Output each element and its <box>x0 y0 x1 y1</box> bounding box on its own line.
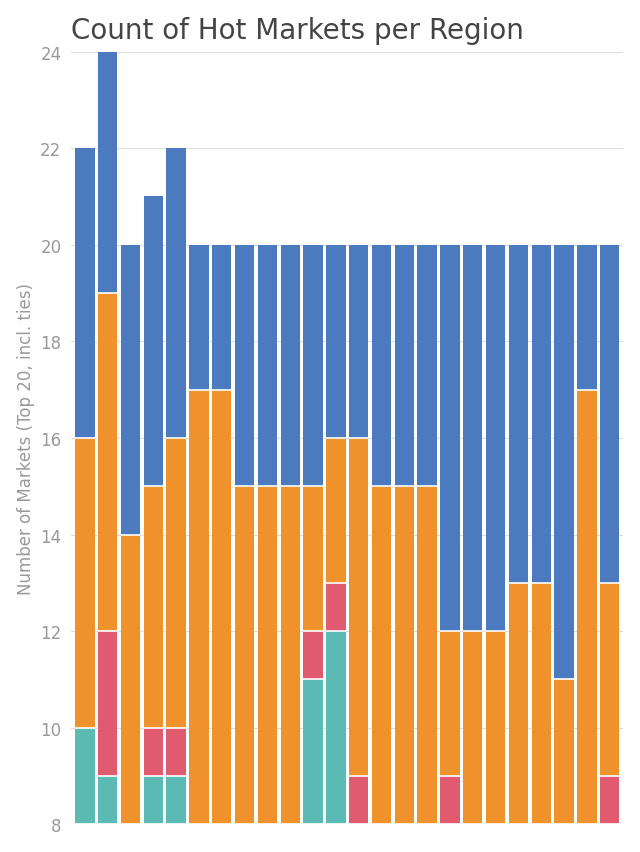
Bar <box>121 245 140 535</box>
Bar <box>212 245 232 390</box>
Bar <box>417 486 437 825</box>
Bar <box>143 486 163 728</box>
Bar <box>463 245 483 631</box>
Bar <box>258 486 277 825</box>
Bar <box>372 486 391 825</box>
Bar <box>440 776 460 825</box>
Bar <box>349 776 369 825</box>
Bar <box>303 631 323 680</box>
Bar <box>509 245 528 583</box>
Bar <box>326 631 346 825</box>
Bar <box>372 245 391 486</box>
Bar <box>554 245 573 680</box>
Bar <box>166 439 186 728</box>
Bar <box>189 245 209 390</box>
Bar <box>98 0 117 294</box>
Bar <box>577 245 596 390</box>
Bar <box>600 583 620 776</box>
Bar <box>486 245 505 631</box>
Bar <box>75 728 95 825</box>
Bar <box>98 631 117 776</box>
Bar <box>577 390 596 825</box>
Text: Count of Hot Markets per Region: Count of Hot Markets per Region <box>71 17 524 44</box>
Bar <box>235 486 254 825</box>
Bar <box>509 583 528 825</box>
Bar <box>143 197 163 486</box>
Bar <box>531 245 551 583</box>
Bar <box>600 776 620 825</box>
Bar <box>326 245 346 439</box>
Bar <box>303 245 323 486</box>
Bar <box>463 631 483 825</box>
Bar <box>440 245 460 631</box>
Bar <box>486 631 505 825</box>
Bar <box>98 294 117 631</box>
Bar <box>395 245 414 486</box>
Bar <box>212 390 232 825</box>
Bar <box>531 583 551 825</box>
Bar <box>121 535 140 825</box>
Bar <box>189 390 209 825</box>
Bar <box>326 583 346 631</box>
Bar <box>349 245 369 439</box>
Bar <box>143 728 163 776</box>
Bar <box>235 245 254 486</box>
Bar <box>280 486 300 825</box>
Bar <box>554 680 573 825</box>
Bar <box>326 439 346 583</box>
Bar <box>75 149 95 439</box>
Bar <box>166 728 186 776</box>
Y-axis label: Number of Markets (Top 20, incl. ties): Number of Markets (Top 20, incl. ties) <box>17 283 35 594</box>
Bar <box>75 439 95 728</box>
Bar <box>600 245 620 583</box>
Bar <box>395 486 414 825</box>
Bar <box>417 245 437 486</box>
Bar <box>280 245 300 486</box>
Bar <box>303 680 323 825</box>
Bar <box>440 631 460 776</box>
Bar <box>349 439 369 776</box>
Bar <box>98 776 117 825</box>
Bar <box>258 245 277 486</box>
Bar <box>303 486 323 631</box>
Bar <box>166 149 186 439</box>
Bar <box>166 776 186 825</box>
Bar <box>143 776 163 825</box>
